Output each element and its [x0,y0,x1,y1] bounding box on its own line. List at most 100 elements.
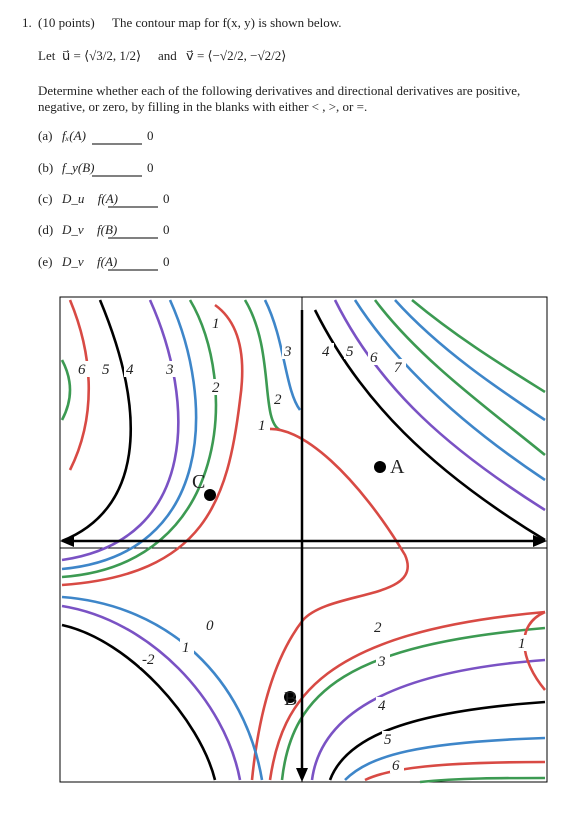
contour [268,610,546,781]
contour [61,299,180,562]
map-frame [59,296,548,783]
contour [263,299,302,411]
contour-label: 3 [283,344,292,360]
label-backdrop [210,315,224,331]
contour-label: 1 [258,418,266,434]
contour [364,760,546,782]
label-backdrop [392,359,406,375]
contour [61,299,198,571]
part-expr: f_y(B) [62,160,94,175]
contour [280,626,546,781]
point-marker [204,489,216,501]
part-answer: 0 [163,254,170,269]
part-label: (e) [38,254,52,269]
contour-label: 1 [518,636,526,652]
vector-let: Let [38,48,56,63]
point-label: A [390,456,405,478]
contour [61,604,242,781]
label-backdrop [282,343,296,359]
contour-label: 4 [378,698,386,714]
contour [243,299,281,432]
part-label: (b) [38,160,53,175]
point-label: B [284,688,297,710]
instructions-line: negative, or zero, by filling in the bla… [38,99,367,114]
contour [373,299,546,457]
part-expr: D_u⃗ f(A) [61,191,118,206]
problem-intro: The contour map for f(x, y) is shown bel… [112,15,342,30]
contour-label: 4 [322,344,330,360]
contour-label: -2 [142,652,155,668]
contour [344,736,546,781]
part-answer: 0 [163,191,170,206]
contours [60,299,546,784]
contour [328,700,546,781]
contour-label: 2 [274,392,282,408]
part-expr: D_v⃗ f(B) [61,222,117,237]
label-backdrop [76,361,90,377]
problem-points: (10 points) [38,15,95,30]
label-backdrop [368,349,382,365]
point-marker [374,461,386,473]
contour-label: 6 [370,350,378,366]
part-answer: 0 [147,128,154,143]
contour-label: 5 [346,344,354,360]
label-backdrop [516,635,530,651]
contour [61,303,244,587]
point-marker [284,691,296,703]
instructions-line: Determine whether each of the following … [38,83,520,98]
contour-label: 7 [394,360,403,376]
vector-v: v⃗ = ⟨−√2/2, −√2/2⟩ [186,48,286,63]
contour-label: 6 [78,362,86,378]
label-backdrop [272,391,286,407]
label-backdrop [164,361,178,377]
contour [61,299,132,543]
problem-number: 1. [22,15,32,30]
label-backdrop [372,619,386,635]
part-answer: 0 [147,160,154,175]
contour [310,658,546,781]
label-backdrop [376,697,390,713]
contour-label: 3 [165,362,174,378]
arrow-head [533,535,547,547]
label-backdrop [100,361,114,377]
vector-and: and [158,48,177,63]
contour [61,299,218,579]
contour-label: 5 [384,732,392,748]
contour-label: 1 [212,316,220,332]
contour [394,299,546,422]
contour-label: 1 [182,640,190,656]
part-label: (d) [38,222,53,237]
label-backdrop [256,417,270,433]
contour-label: 2 [212,380,220,396]
contour-label: 3 [377,654,386,670]
label-backdrop [376,653,390,669]
arrow-head [296,768,308,782]
contour-label: 2 [374,620,382,636]
contour [419,776,546,784]
contour-label: 4 [126,362,134,378]
part-label: (a) [38,128,52,143]
part-label: (c) [38,191,52,206]
label-backdrop [180,639,194,655]
label-backdrop [390,757,404,773]
label-backdrop [344,343,358,359]
label-backdrop [204,617,218,633]
contour [61,595,264,781]
contour [353,299,546,482]
contour-label: 5 [102,362,110,378]
part-expr: fₓ(A) [62,128,86,143]
label-backdrop [320,343,334,359]
contour [250,427,409,781]
contour [61,623,217,781]
point-label: C [192,471,205,493]
contour [60,359,72,421]
contour-label: 0 [206,618,214,634]
label-backdrop [210,379,224,395]
label-backdrop [124,361,138,377]
contour [313,309,546,542]
contour [68,299,91,471]
